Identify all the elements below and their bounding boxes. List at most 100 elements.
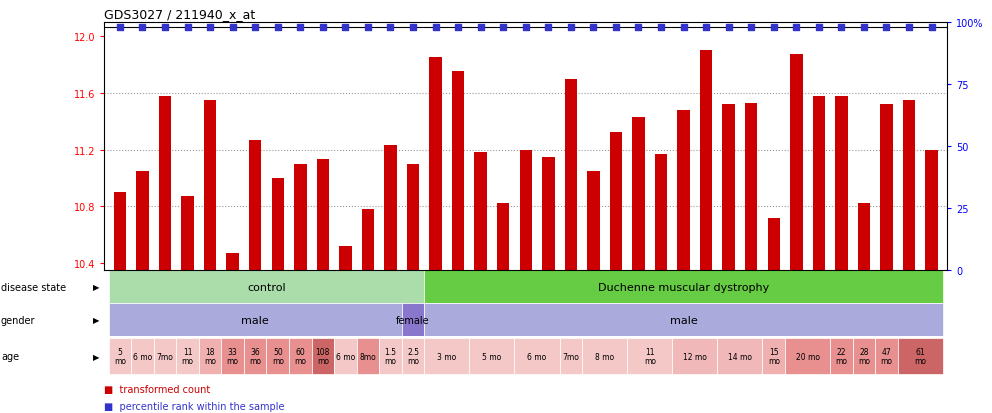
Text: ■  percentile rank within the sample: ■ percentile rank within the sample — [104, 401, 285, 411]
Text: 33
mo: 33 mo — [226, 347, 239, 365]
Point — [473, 25, 489, 32]
Text: 47
mo: 47 mo — [881, 347, 893, 365]
Text: female: female — [396, 315, 430, 325]
Text: control: control — [247, 282, 286, 292]
Bar — [853, 339, 875, 374]
Bar — [407, 164, 420, 271]
Point — [856, 25, 872, 32]
Bar — [430, 58, 441, 271]
Bar — [357, 339, 379, 374]
Text: ■  transformed count: ■ transformed count — [104, 384, 210, 394]
Point — [518, 25, 534, 32]
Point — [225, 25, 241, 32]
Text: 108
mo: 108 mo — [315, 347, 330, 365]
Bar — [520, 150, 532, 271]
Bar — [379, 339, 402, 374]
Text: 12 mo: 12 mo — [682, 352, 706, 361]
Text: disease state: disease state — [1, 282, 66, 292]
Bar — [425, 271, 942, 304]
Text: 11
mo: 11 mo — [644, 347, 656, 365]
Bar — [515, 339, 559, 374]
Bar — [768, 218, 780, 271]
Bar — [655, 154, 668, 271]
Bar — [249, 140, 262, 271]
Text: 28
mo: 28 mo — [858, 347, 870, 365]
Bar — [267, 339, 289, 374]
Point — [766, 25, 782, 32]
Text: gender: gender — [1, 315, 36, 325]
Point — [135, 25, 151, 32]
Point — [270, 25, 286, 32]
Bar — [339, 247, 351, 271]
Bar — [790, 55, 803, 271]
Point — [428, 25, 443, 32]
Bar — [559, 339, 582, 374]
Point — [293, 25, 309, 32]
Bar — [244, 339, 267, 374]
Bar — [582, 339, 627, 374]
Text: Duchenne muscular dystrophy: Duchenne muscular dystrophy — [598, 282, 769, 292]
Point — [833, 25, 849, 32]
Point — [789, 25, 805, 32]
Bar — [109, 339, 131, 374]
Bar — [136, 171, 149, 271]
Bar — [425, 304, 942, 337]
Bar — [402, 304, 425, 337]
Bar — [131, 339, 154, 374]
Text: 15
mo: 15 mo — [768, 347, 780, 365]
Bar — [154, 339, 177, 374]
Point — [721, 25, 737, 32]
Bar — [880, 105, 893, 271]
Text: 14 mo: 14 mo — [728, 352, 752, 361]
Bar — [311, 339, 334, 374]
Text: 5
mo: 5 mo — [114, 347, 126, 365]
Point — [743, 25, 759, 32]
Point — [180, 25, 195, 32]
Point — [337, 25, 353, 32]
Text: 8 mo: 8 mo — [595, 352, 614, 361]
Text: 3 mo: 3 mo — [437, 352, 456, 361]
Point — [924, 25, 939, 32]
Point — [810, 25, 826, 32]
Bar — [109, 271, 425, 304]
Bar — [226, 254, 239, 271]
Text: 7mo: 7mo — [562, 352, 579, 361]
Bar — [452, 72, 464, 271]
Bar — [159, 96, 172, 271]
Text: 20 mo: 20 mo — [796, 352, 819, 361]
Point — [495, 25, 511, 32]
Text: ▶: ▶ — [92, 282, 99, 292]
Text: 6 mo: 6 mo — [133, 352, 152, 361]
Bar — [564, 79, 577, 271]
Bar — [425, 339, 469, 374]
Point — [676, 25, 691, 32]
Point — [314, 25, 330, 32]
Bar — [627, 339, 673, 374]
Bar — [722, 105, 735, 271]
Bar — [875, 339, 898, 374]
Bar — [632, 118, 645, 271]
Text: male: male — [241, 315, 269, 325]
Bar — [678, 111, 689, 271]
Bar — [587, 171, 599, 271]
Bar — [858, 204, 870, 271]
Text: 8mo: 8mo — [359, 352, 376, 361]
Bar — [898, 339, 942, 374]
Bar — [289, 339, 311, 374]
Text: 60
mo: 60 mo — [295, 347, 307, 365]
Bar — [182, 197, 193, 271]
Bar — [221, 339, 244, 374]
Point — [901, 25, 917, 32]
Point — [631, 25, 647, 32]
Point — [202, 25, 218, 32]
Text: male: male — [670, 315, 697, 325]
Point — [450, 25, 466, 32]
Point — [157, 25, 173, 32]
Bar — [717, 339, 763, 374]
Bar — [109, 304, 402, 337]
Bar — [114, 192, 126, 271]
Text: 11
mo: 11 mo — [182, 347, 193, 365]
Bar — [177, 339, 198, 374]
Point — [112, 25, 128, 32]
Point — [360, 25, 376, 32]
